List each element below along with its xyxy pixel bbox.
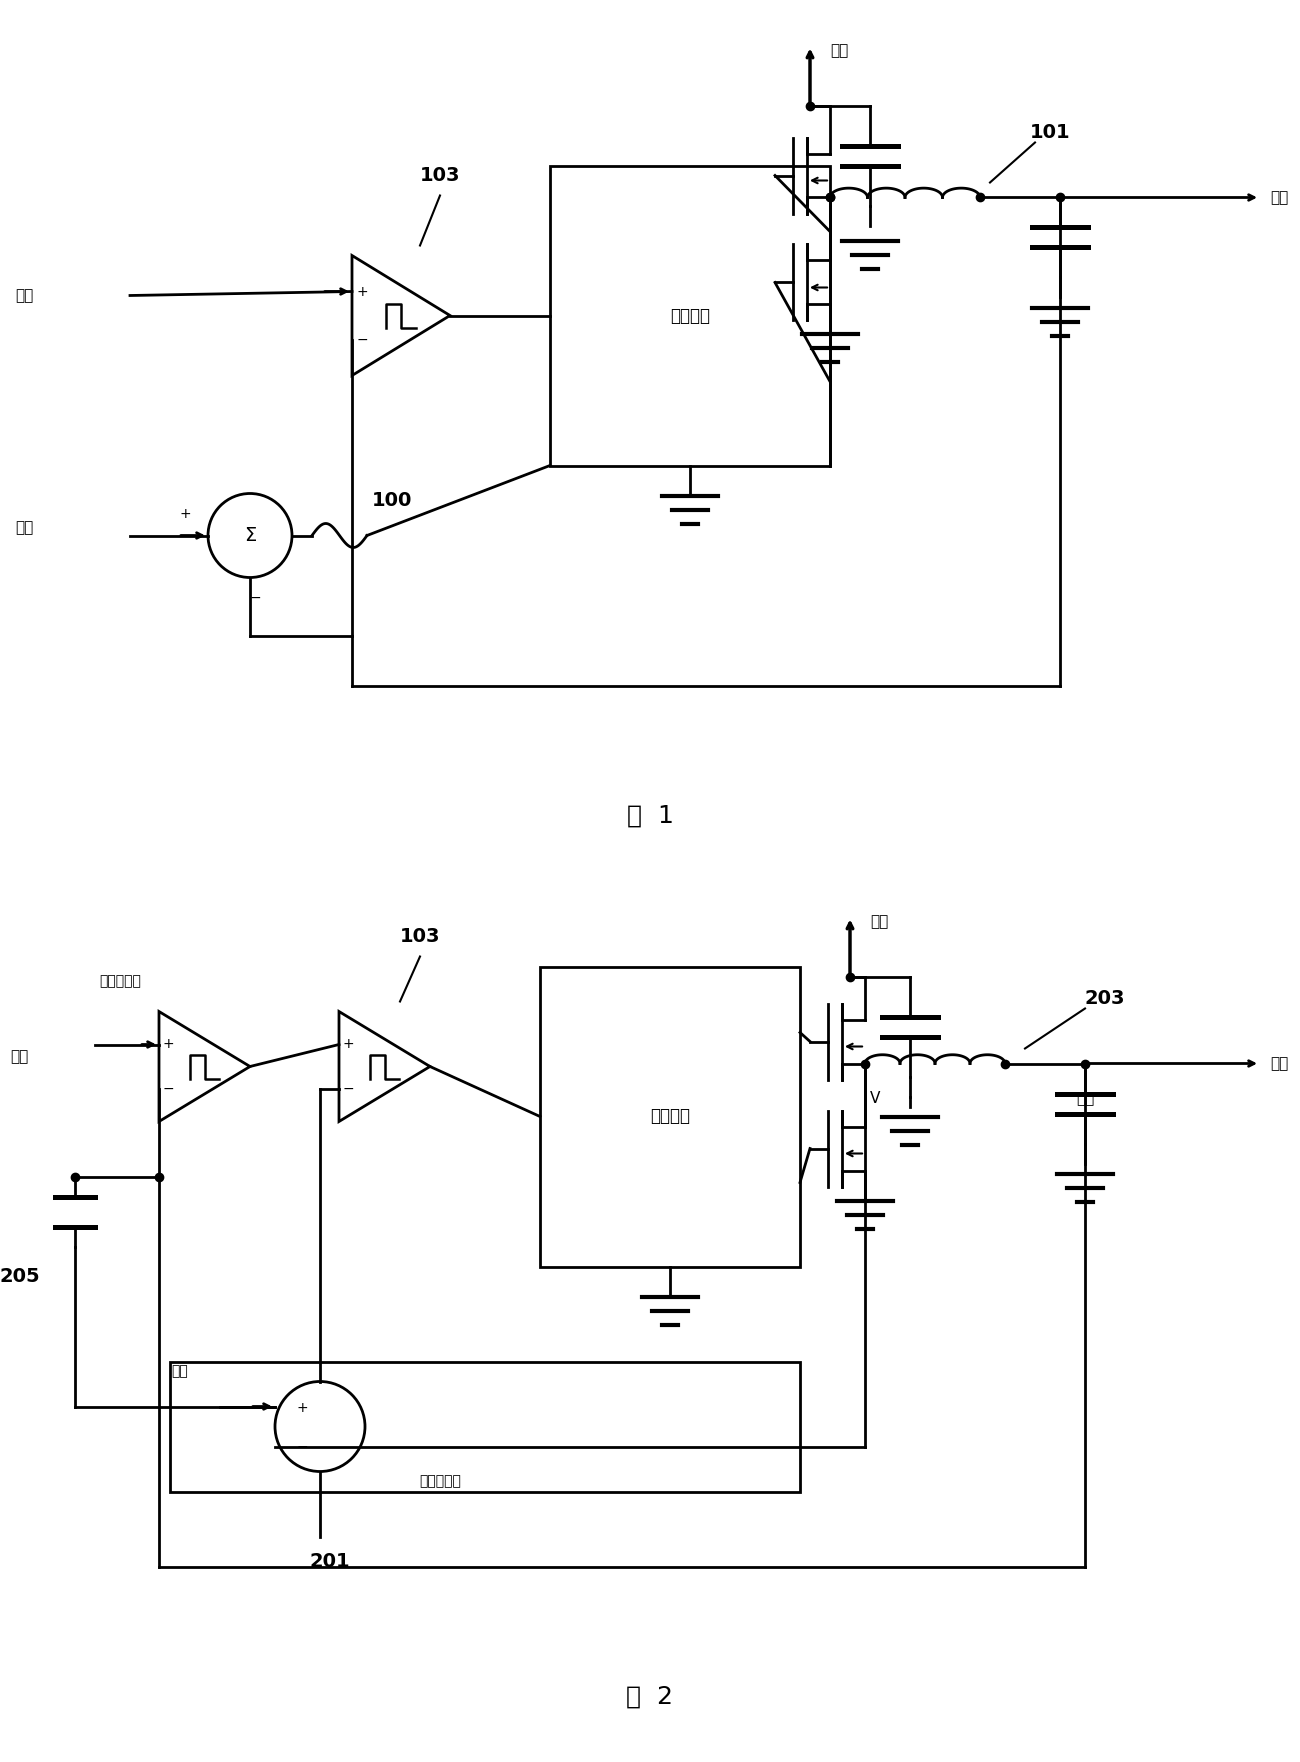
Bar <box>170 1362 800 1491</box>
Text: +: + <box>296 1401 308 1415</box>
Text: 闸极驱动: 闸极驱动 <box>650 1108 690 1126</box>
Text: 205: 205 <box>0 1267 40 1286</box>
Text: 101: 101 <box>1030 123 1070 143</box>
Text: 201: 201 <box>309 1552 350 1572</box>
Text: 输入: 输入 <box>870 914 888 929</box>
Text: 涤波: 涤波 <box>16 520 34 536</box>
Text: −: − <box>343 1082 355 1096</box>
Text: +: + <box>356 284 368 298</box>
Text: Σ: Σ <box>244 527 256 544</box>
Text: 输入: 输入 <box>829 42 848 58</box>
Text: +: + <box>343 1038 355 1052</box>
Text: 参考: 参考 <box>16 287 34 303</box>
Text: 100: 100 <box>372 492 412 509</box>
Text: 输出: 输出 <box>1270 1055 1288 1071</box>
Text: 跨导放大器: 跨导放大器 <box>419 1475 462 1489</box>
Text: 103: 103 <box>420 166 460 185</box>
Text: 闸极驱动: 闸极驱动 <box>670 307 710 324</box>
Text: 错误放大器: 错误放大器 <box>99 974 140 988</box>
Text: −: − <box>296 1440 308 1454</box>
Text: V: V <box>870 1091 880 1107</box>
Bar <box>540 967 800 1267</box>
Text: 斜坡: 斜坡 <box>172 1364 188 1378</box>
Text: +: + <box>162 1038 174 1052</box>
Text: +: + <box>179 506 191 520</box>
Text: 图  1: 图 1 <box>627 803 673 828</box>
Text: −: − <box>162 1082 174 1096</box>
Text: 103: 103 <box>400 927 441 946</box>
Text: 203: 203 <box>1084 988 1126 1008</box>
Text: 参考: 参考 <box>10 1048 29 1064</box>
Bar <box>550 166 829 465</box>
Text: −: − <box>356 333 368 347</box>
Text: −: − <box>250 590 261 604</box>
Text: 输出: 输出 <box>1270 190 1288 204</box>
Text: 阶段: 阶段 <box>1076 1091 1095 1107</box>
Text: 图  2: 图 2 <box>627 1684 673 1709</box>
